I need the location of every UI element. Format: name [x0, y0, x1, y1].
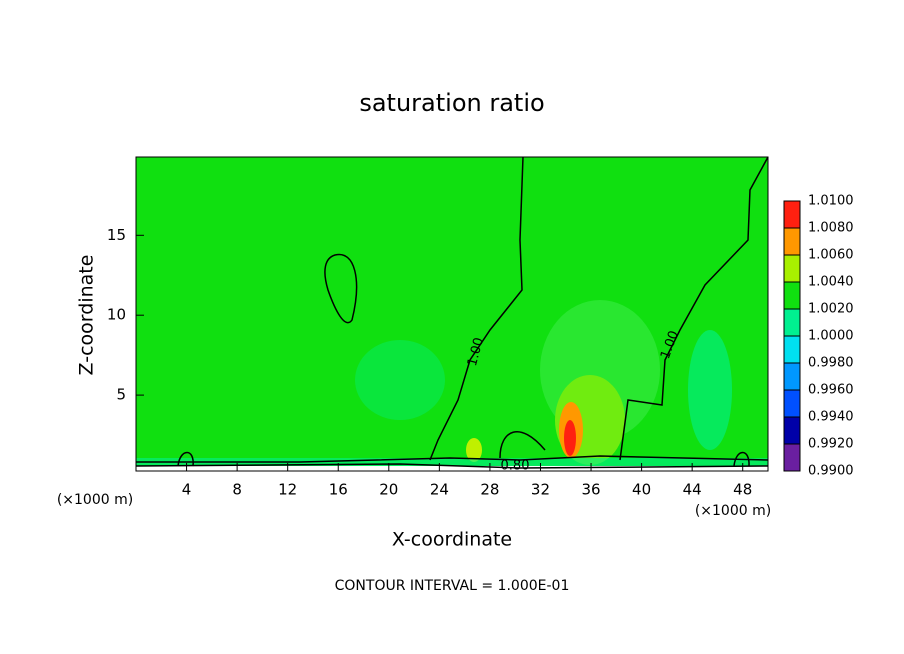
contour-line: [499, 431, 546, 459]
field-blob: [688, 330, 732, 450]
colorbar-band: [784, 336, 800, 363]
colorbar-band: [784, 228, 800, 255]
contour-line: [619, 156, 769, 461]
contour-line: [136, 455, 769, 463]
x-axis-label: X-coordinate: [392, 529, 512, 551]
colorbar-label: 1.0060: [808, 248, 854, 263]
colorbar-band: [784, 444, 800, 471]
colorbar-label: 0.9920: [808, 437, 854, 452]
x-tick-label: 32: [531, 481, 550, 499]
colorbar-band: [784, 309, 800, 336]
contour-line: [733, 451, 750, 467]
field-blob: [466, 438, 482, 462]
contour-line: [324, 253, 358, 324]
x-tick-label: 48: [733, 481, 752, 499]
x-tick-label: 8: [232, 481, 242, 499]
x-tick-label: 16: [329, 481, 348, 499]
y-tick-label: 10: [107, 306, 126, 324]
x-unit-label: (×1000 m): [695, 503, 771, 519]
field-background: [136, 157, 768, 471]
colorbar-label: 1.0000: [808, 329, 854, 344]
field-blob: [355, 340, 445, 420]
contour-label: 1.00: [465, 336, 487, 368]
x-tick-label: 28: [480, 481, 499, 499]
y-tick-label: 15: [107, 226, 126, 244]
x-tick-label: 20: [379, 481, 398, 499]
plot-frame: [135, 156, 769, 472]
x-tick-label: 40: [632, 481, 651, 499]
colorbar-band: [784, 255, 800, 282]
field-blob: [136, 466, 768, 471]
colorbar-band: [784, 417, 800, 444]
colorbar-band: [784, 201, 800, 228]
contour-line: [135, 463, 769, 469]
contours: [135, 156, 769, 469]
contour-label: 0.80: [501, 459, 530, 474]
colorbar-label: 0.9900: [808, 464, 854, 479]
colorbar-label: 1.0080: [808, 221, 854, 236]
colorbar-label: 1.0100: [808, 194, 854, 209]
field: [136, 157, 768, 471]
x-tick-label: 44: [683, 481, 702, 499]
chart-title: saturation ratio: [359, 89, 544, 117]
colorbar-band: [784, 282, 800, 309]
colorbar-label: 1.0040: [808, 275, 854, 290]
y-axis-label: Z-coordinate: [76, 255, 98, 376]
x-tick-label: 24: [430, 481, 449, 499]
contour-line: [429, 156, 524, 461]
colorbar-band: [784, 390, 800, 417]
x-tick-label: 36: [581, 481, 600, 499]
colorbar-label: 0.9980: [808, 356, 854, 371]
field-blob: [564, 420, 576, 456]
x-tick-label: 4: [182, 481, 192, 499]
x-unit-label: (×1000 m): [57, 492, 133, 508]
colorbar-band: [784, 363, 800, 390]
colorbar-label: 0.9960: [808, 383, 854, 398]
colorbar-label: 1.0020: [808, 302, 854, 317]
colorbar-label: 0.9940: [808, 410, 854, 425]
y-tick-label: 5: [116, 386, 126, 404]
x-tick-label: 12: [278, 481, 297, 499]
footnote: CONTOUR INTERVAL = 1.000E-01: [335, 578, 570, 594]
